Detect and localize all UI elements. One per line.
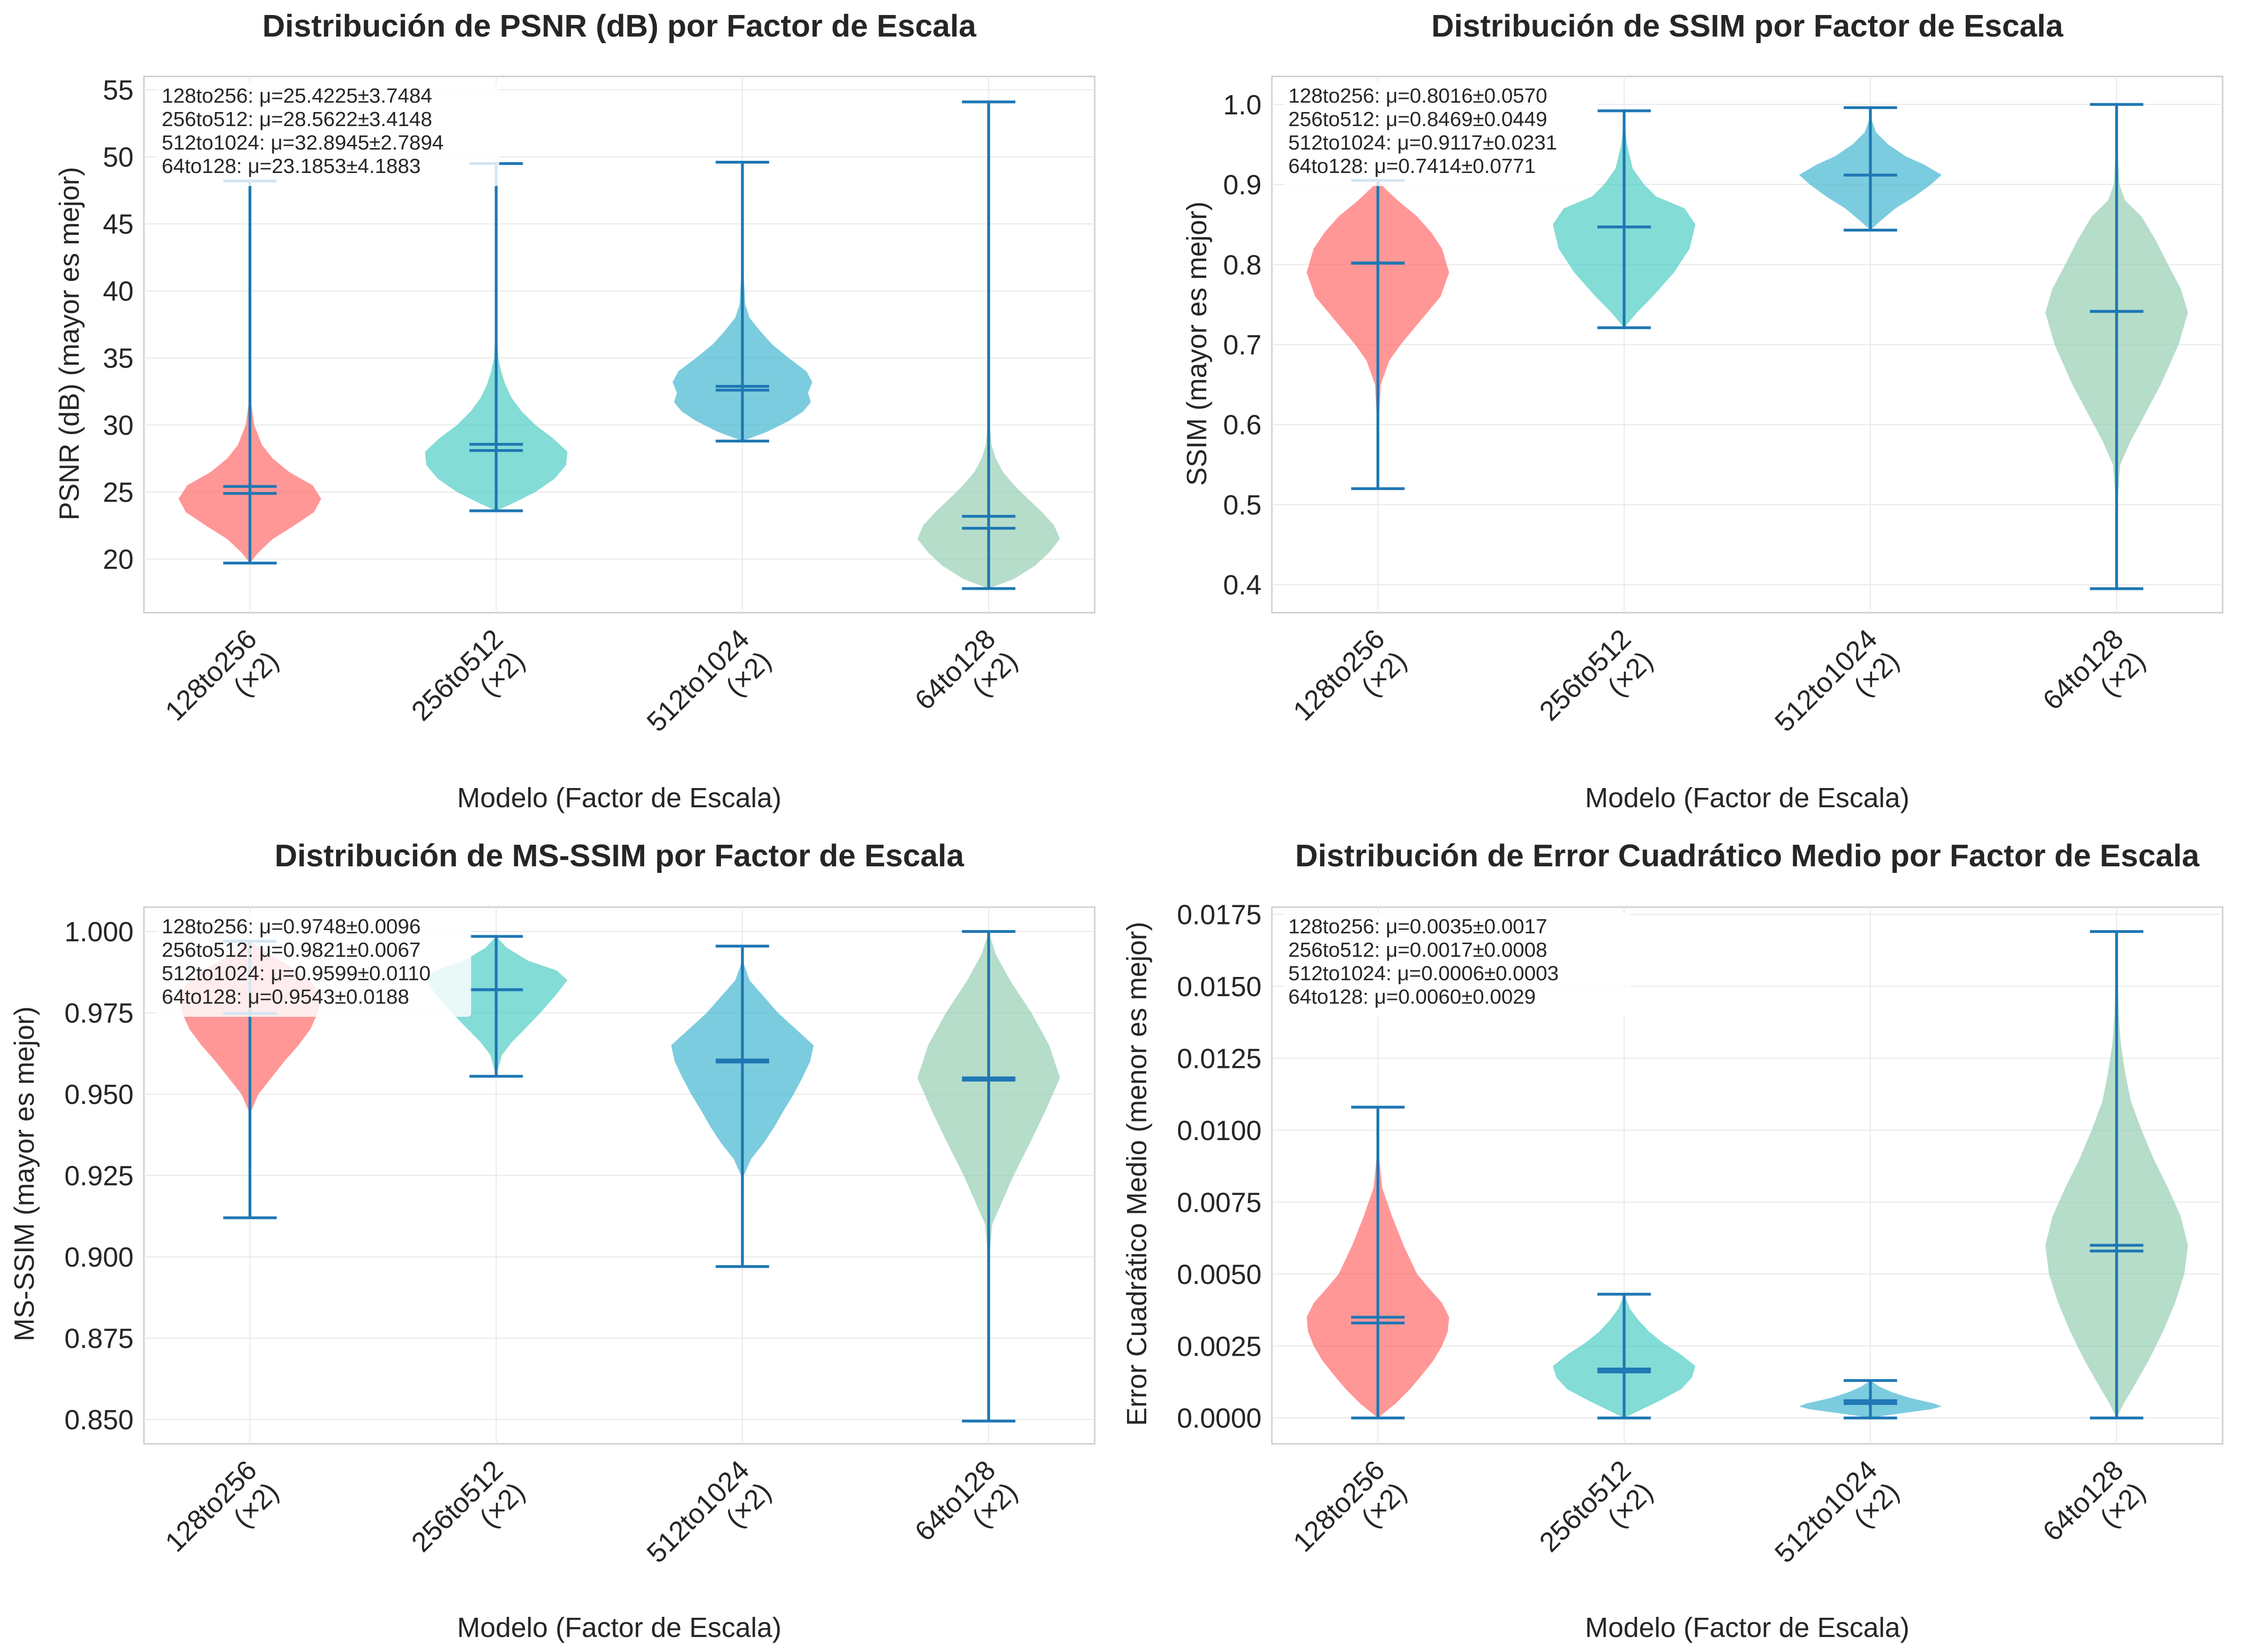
stats-box (1284, 82, 1598, 186)
y-tick-label: 1.000 (64, 916, 134, 947)
stats-line: 128to256: μ=0.8016±0.0570 (1288, 84, 1547, 107)
violin (672, 161, 812, 443)
violin (1307, 1105, 1450, 1419)
y-tick-label: 0.0050 (1177, 1259, 1262, 1290)
stats-line: 256to512: μ=0.8469±0.0449 (1288, 108, 1547, 131)
x-axis-label: Modelo (Factor de Escala) (457, 782, 782, 813)
stats-line: 512to1024: μ=32.8945±2.7894 (162, 131, 443, 154)
stats-line: 512to1024: μ=0.9599±0.0110 (162, 962, 431, 985)
y-tick-label: 30 (103, 410, 134, 441)
violin (917, 930, 1060, 1423)
stats-line: 64to128: μ=0.9543±0.0188 (162, 985, 409, 1008)
violin (2045, 930, 2188, 1419)
violin (1799, 1379, 1942, 1419)
y-tick-label: 0.875 (64, 1323, 134, 1354)
y-tick-label: 55 (103, 75, 134, 106)
x-axis-label: Modelo (Factor de Escala) (457, 1612, 782, 1643)
y-tick-label: 0.950 (64, 1079, 134, 1110)
chart-title: Distribución de MS-SSIM por Factor de Es… (275, 838, 964, 873)
y-tick-label: 50 (103, 142, 134, 173)
stats-line: 512to1024: μ=0.0006±0.0003 (1288, 962, 1559, 985)
violin (1799, 106, 1942, 232)
violin (1553, 109, 1696, 330)
violin (1553, 1292, 1696, 1419)
y-tick-label: 0.0175 (1177, 899, 1262, 930)
stats-line: 64to128: μ=23.1853±4.1883 (162, 155, 421, 178)
y-tick-label: 0.0025 (1177, 1331, 1262, 1362)
ms-ssim-chart: 0.850 0.875 0.900 0.925 0.950 0.975 1.000 128to… (9, 838, 1096, 1643)
x-axis-label: Modelo (Factor de Escala) (1585, 782, 1909, 813)
stats-line: 128to256: μ=0.9748±0.0096 (162, 915, 421, 938)
stats-line: 256to512: μ=28.5622±3.4148 (162, 108, 432, 131)
y-tick-label: 40 (103, 276, 134, 307)
y-tick-label: 0.925 (64, 1161, 134, 1192)
violin (425, 162, 568, 512)
y-tick-label: 20 (103, 544, 134, 575)
mse-chart: 0.0000 0.0025 0.0050 0.0075 0.0100 0.0125 0.01… (1121, 838, 2224, 1643)
stats-line: 512to1024: μ=0.9117±0.0231 (1288, 131, 1557, 154)
y-axis-label: Error Cuadrático Medio (menor es mejor) (1121, 922, 1152, 1426)
violin (917, 100, 1060, 590)
y-tick-label: 0.6 (1223, 410, 1262, 441)
stats-line: 128to256: μ=0.0035±0.0017 (1288, 915, 1547, 938)
y-tick-label: 35 (103, 343, 134, 374)
y-tick-label: 0.7 (1223, 330, 1262, 360)
y-axis-label: MS-SSIM (mayor es mejor) (9, 1006, 40, 1342)
stats-box (1284, 913, 1631, 1017)
y-tick-label: 0.0075 (1177, 1187, 1262, 1218)
y-axis-label: PSNR (dB) (mayor es mejor) (54, 167, 85, 520)
y-tick-label: 0.5 (1223, 489, 1262, 520)
y-tick-label: 0.850 (64, 1404, 134, 1435)
y-axis-label: SSIM (mayor es mejor) (1181, 202, 1212, 486)
stats-line: 256to512: μ=0.0017±0.0008 (1288, 939, 1547, 961)
y-tick-label: 1.0 (1223, 90, 1262, 120)
chart-title: Distribución de PSNR (dB) por Factor de … (263, 8, 977, 44)
stats-line: 256to512: μ=0.9821±0.0067 (162, 939, 421, 961)
y-tick-label: 0.4 (1223, 570, 1262, 601)
x-axis-label: Modelo (Factor de Escala) (1585, 1612, 1909, 1643)
violin (1307, 179, 1450, 490)
y-tick-label: 25 (103, 477, 134, 508)
y-tick-label: 0.9 (1223, 170, 1262, 201)
stats-line: 64to128: μ=0.0060±0.0029 (1288, 985, 1536, 1008)
y-tick-label: 0.0000 (1177, 1403, 1262, 1434)
stats-box (157, 913, 471, 1017)
y-tick-label: 0.975 (64, 998, 134, 1029)
y-tick-label: 0.0100 (1177, 1115, 1262, 1146)
chart-title: Distribución de Error Cuadrático Medio p… (1295, 838, 2200, 873)
stats-line: 64to128: μ=0.7414±0.0771 (1288, 155, 1536, 178)
y-tick-label: 0.0150 (1177, 971, 1262, 1002)
y-tick-label: 45 (103, 209, 134, 240)
y-tick-label: 0.900 (64, 1242, 134, 1273)
stats-box (157, 82, 499, 186)
y-tick-label: 0.0125 (1177, 1043, 1262, 1074)
stats-line: 128to256: μ=25.4225±3.7484 (162, 84, 432, 107)
violin (671, 945, 814, 1268)
violin (2045, 103, 2188, 590)
y-tick-label: 0.8 (1223, 249, 1262, 280)
chart-title: Distribución de SSIM por Factor de Escal… (1431, 8, 2063, 44)
